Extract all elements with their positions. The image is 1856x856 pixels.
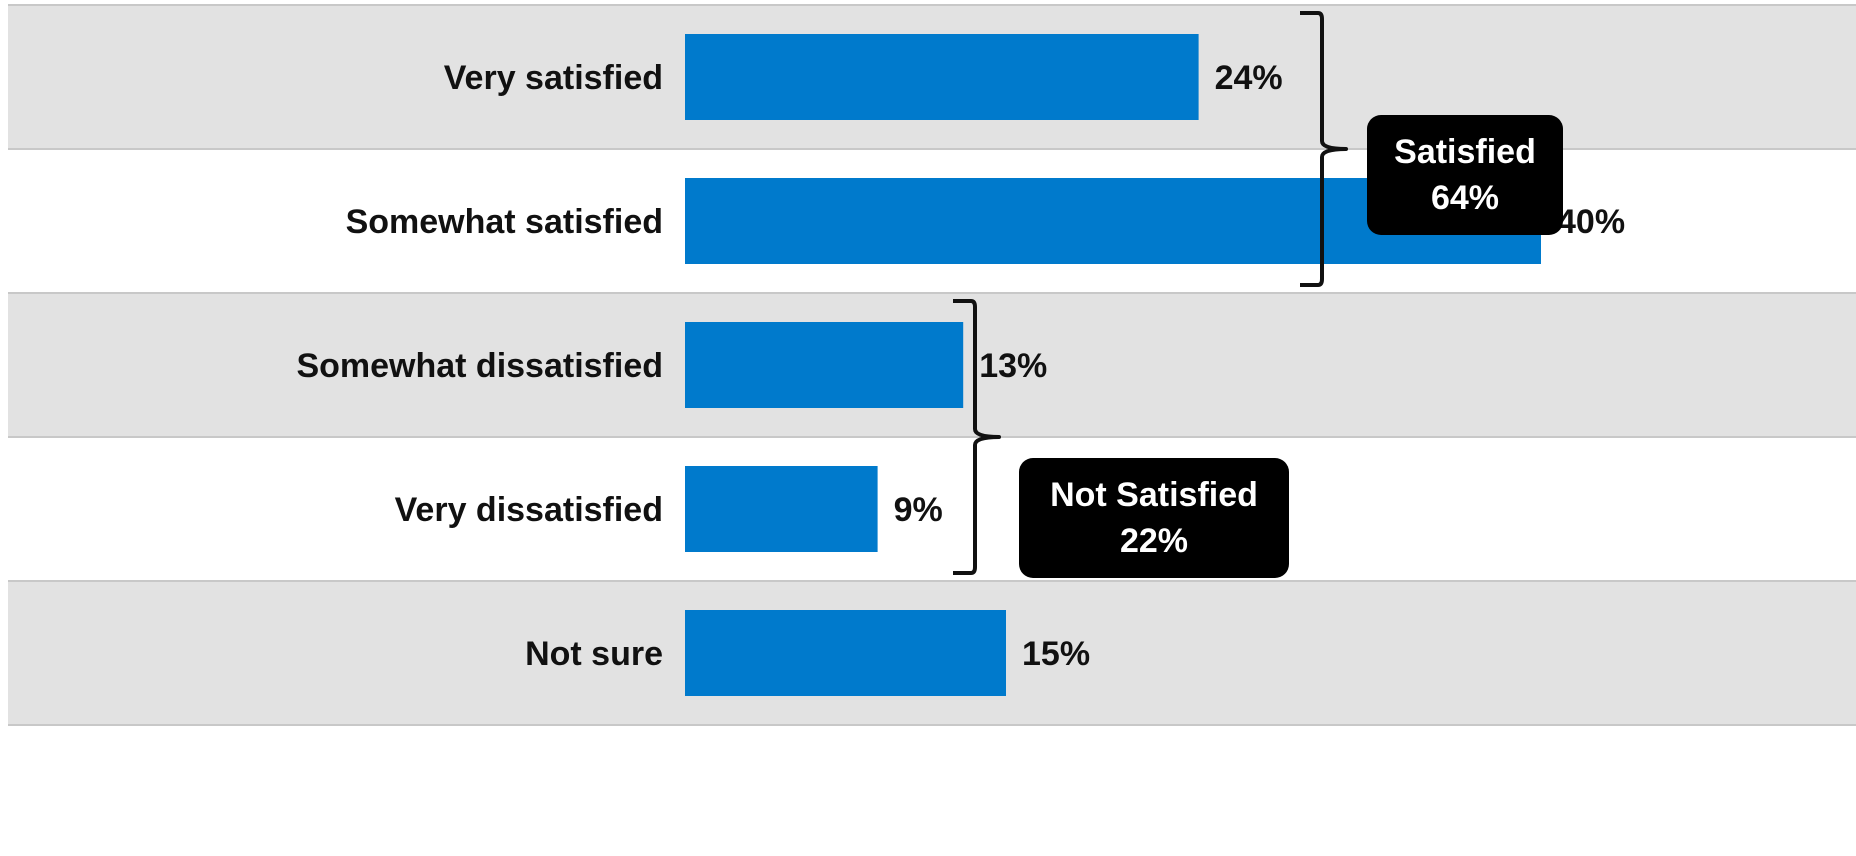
group-callout-label-0: Satisfied	[1394, 133, 1536, 171]
bar-4	[685, 610, 1006, 696]
group-callout-box-1	[1019, 458, 1289, 578]
category-label-2: Somewhat dissatisfied	[296, 347, 663, 385]
group-bracket-0	[1300, 11, 1348, 287]
value-label-4: 15%	[1022, 635, 1090, 673]
value-label-1: 40%	[1557, 203, 1625, 241]
category-label-3: Very dissatisfied	[395, 491, 663, 529]
value-label-2: 13%	[979, 347, 1047, 385]
group-bracket-1	[953, 299, 1001, 575]
bar-2	[685, 322, 964, 408]
bar-3	[685, 466, 878, 552]
group-callout-value-1: 22%	[1120, 522, 1188, 560]
group-callout-box-0	[1367, 115, 1563, 235]
category-label-1: Somewhat satisfied	[346, 203, 663, 241]
bar-0	[685, 34, 1199, 120]
group-callout-label-1: Not Satisfied	[1050, 476, 1258, 514]
category-label-0: Very satisfied	[444, 59, 663, 97]
group-callout-value-0: 64%	[1431, 179, 1499, 217]
category-label-4: Not sure	[525, 635, 663, 673]
value-label-0: 24%	[1215, 59, 1283, 97]
row-band-3	[8, 437, 1856, 581]
value-label-3: 9%	[894, 491, 943, 529]
